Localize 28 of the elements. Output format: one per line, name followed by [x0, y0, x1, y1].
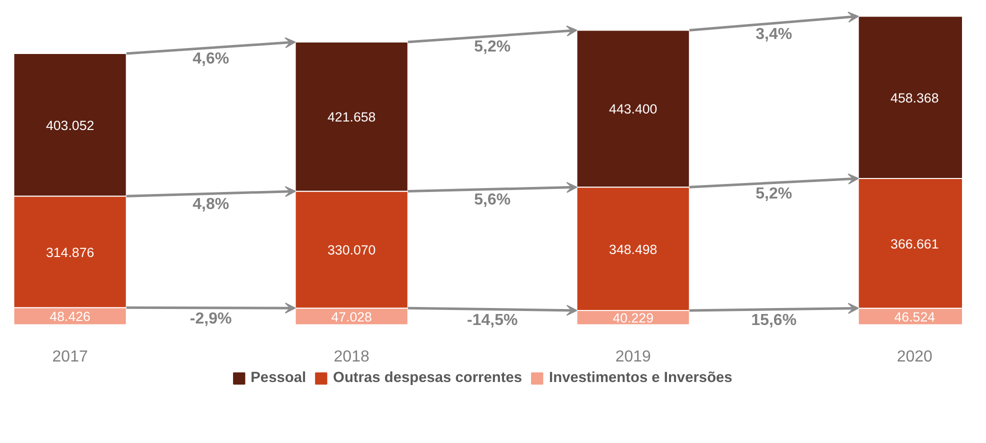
data-label: 403.052 — [46, 118, 94, 133]
annotation: -2,9% — [190, 310, 232, 328]
legend-label: Pessoal — [250, 370, 306, 386]
legend-label: Outras despesas correntes — [333, 370, 522, 386]
data-label: 458.368 — [890, 90, 939, 106]
legend-label: Investimentos e Inversões — [549, 370, 732, 386]
x-tick-label: 2018 — [334, 348, 370, 366]
data-label: 348.498 — [609, 242, 658, 257]
annotation: 5,2% — [474, 38, 511, 56]
data-label: 330.070 — [328, 242, 376, 258]
annotation: -14,5% — [467, 312, 518, 329]
data-label: 46.524 — [894, 309, 936, 324]
x-tick-label: 2017 — [52, 348, 88, 366]
x-tick-label: 2020 — [896, 348, 933, 366]
x-tick-label: 2019 — [615, 348, 652, 366]
data-label: 47.028 — [331, 309, 372, 324]
data-label: 314.876 — [46, 244, 94, 260]
data-label: 40.229 — [612, 310, 654, 326]
data-label: 48.426 — [50, 309, 90, 324]
data-label: 443.400 — [609, 102, 658, 117]
data-label: 366.661 — [890, 236, 939, 252]
annotation: 5,2% — [756, 185, 792, 202]
annotation: 4,8% — [192, 196, 230, 214]
annotation: 5,6% — [474, 192, 511, 209]
annotation: 4,6% — [192, 50, 230, 68]
annotation: 3,4% — [756, 26, 792, 43]
data-label: 421.658 — [328, 110, 376, 125]
annotation: 15,6% — [751, 312, 797, 329]
